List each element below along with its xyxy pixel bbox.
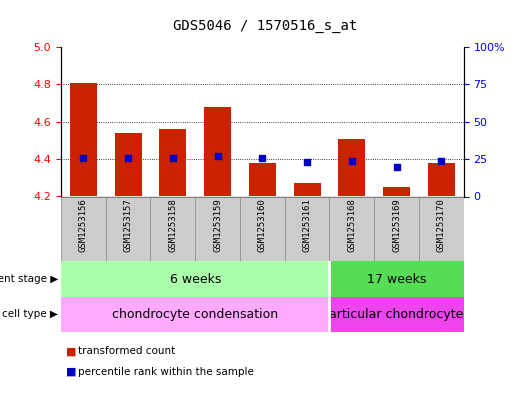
Point [124, 154, 132, 161]
Point [169, 154, 177, 161]
Text: GSM1253158: GSM1253158 [169, 198, 178, 252]
Point [392, 163, 401, 170]
Bar [339, 139, 365, 196]
Bar [70, 83, 97, 196]
Bar [160, 129, 186, 196]
Bar [294, 184, 321, 196]
Bar [428, 163, 455, 196]
Text: ■: ■ [66, 346, 77, 356]
Text: cell type ▶: cell type ▶ [3, 309, 58, 320]
Bar [419, 196, 464, 261]
Bar [204, 107, 231, 196]
Point [348, 158, 356, 164]
Text: 6 weeks: 6 weeks [170, 272, 221, 286]
Text: GSM1253168: GSM1253168 [347, 198, 356, 252]
Text: GSM1253157: GSM1253157 [123, 198, 132, 252]
Text: transformed count: transformed count [78, 346, 175, 356]
Bar [114, 133, 142, 196]
Bar [330, 261, 464, 297]
Bar [330, 196, 374, 261]
Point [303, 159, 311, 165]
Bar [249, 163, 276, 196]
Point [258, 154, 267, 161]
Bar [61, 297, 330, 332]
Bar [151, 196, 195, 261]
Bar [374, 196, 419, 261]
Text: GSM1253156: GSM1253156 [79, 198, 88, 252]
Text: GSM1253169: GSM1253169 [392, 198, 401, 252]
Bar [383, 187, 410, 196]
Text: GSM1253170: GSM1253170 [437, 198, 446, 252]
Text: articular chondrocyte: articular chondrocyte [330, 308, 464, 321]
Text: 17 weeks: 17 weeks [367, 272, 426, 286]
Point [437, 158, 446, 164]
Bar [195, 196, 240, 261]
Bar [61, 196, 105, 261]
Bar [61, 261, 330, 297]
Text: GSM1253160: GSM1253160 [258, 198, 267, 252]
Point [79, 154, 87, 161]
Text: GDS5046 / 1570516_s_at: GDS5046 / 1570516_s_at [173, 19, 357, 33]
Bar [240, 196, 285, 261]
Text: development stage ▶: development stage ▶ [0, 274, 58, 284]
Text: GSM1253161: GSM1253161 [303, 198, 312, 252]
Bar [330, 297, 464, 332]
Text: ■: ■ [66, 367, 77, 377]
Text: GSM1253159: GSM1253159 [213, 198, 222, 252]
Text: chondrocyte condensation: chondrocyte condensation [112, 308, 278, 321]
Text: percentile rank within the sample: percentile rank within the sample [78, 367, 254, 377]
Bar [105, 196, 151, 261]
Point [214, 153, 222, 159]
Bar [285, 196, 330, 261]
